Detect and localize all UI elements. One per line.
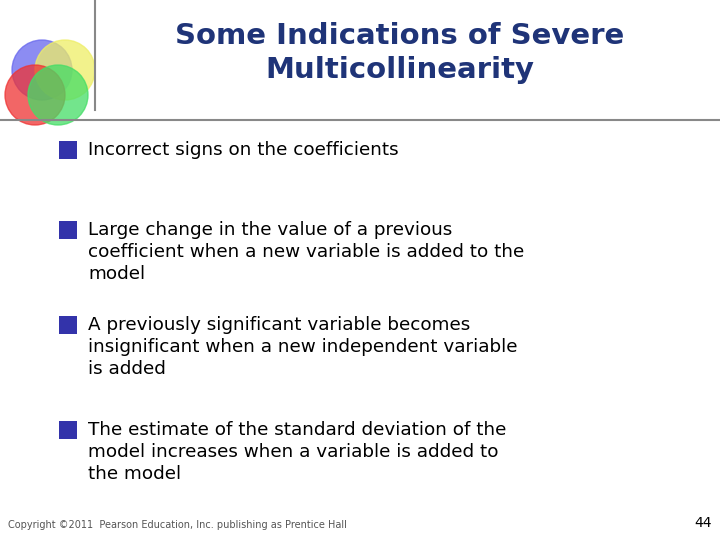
- Text: Some Indications of Severe
Multicollinearity: Some Indications of Severe Multicollinea…: [176, 22, 625, 84]
- FancyBboxPatch shape: [59, 141, 77, 159]
- FancyBboxPatch shape: [59, 421, 77, 439]
- FancyBboxPatch shape: [59, 316, 77, 334]
- Circle shape: [5, 65, 65, 125]
- Text: The estimate of the standard deviation of the: The estimate of the standard deviation o…: [88, 421, 506, 439]
- Text: insignificant when a new independent variable: insignificant when a new independent var…: [88, 338, 518, 356]
- Text: A previously significant variable becomes: A previously significant variable become…: [88, 316, 470, 334]
- FancyBboxPatch shape: [59, 221, 77, 239]
- Circle shape: [35, 40, 95, 100]
- Circle shape: [28, 65, 88, 125]
- Text: model: model: [88, 265, 145, 283]
- Text: coefficient when a new variable is added to the: coefficient when a new variable is added…: [88, 243, 524, 261]
- Circle shape: [12, 40, 72, 100]
- Text: Large change in the value of a previous: Large change in the value of a previous: [88, 221, 452, 239]
- Text: model increases when a variable is added to: model increases when a variable is added…: [88, 443, 498, 461]
- Text: 44: 44: [695, 516, 712, 530]
- Text: is added: is added: [88, 360, 166, 378]
- Text: Incorrect signs on the coefficients: Incorrect signs on the coefficients: [88, 141, 399, 159]
- Text: Copyright ©2011  Pearson Education, Inc. publishing as Prentice Hall: Copyright ©2011 Pearson Education, Inc. …: [8, 520, 347, 530]
- Text: the model: the model: [88, 465, 181, 483]
